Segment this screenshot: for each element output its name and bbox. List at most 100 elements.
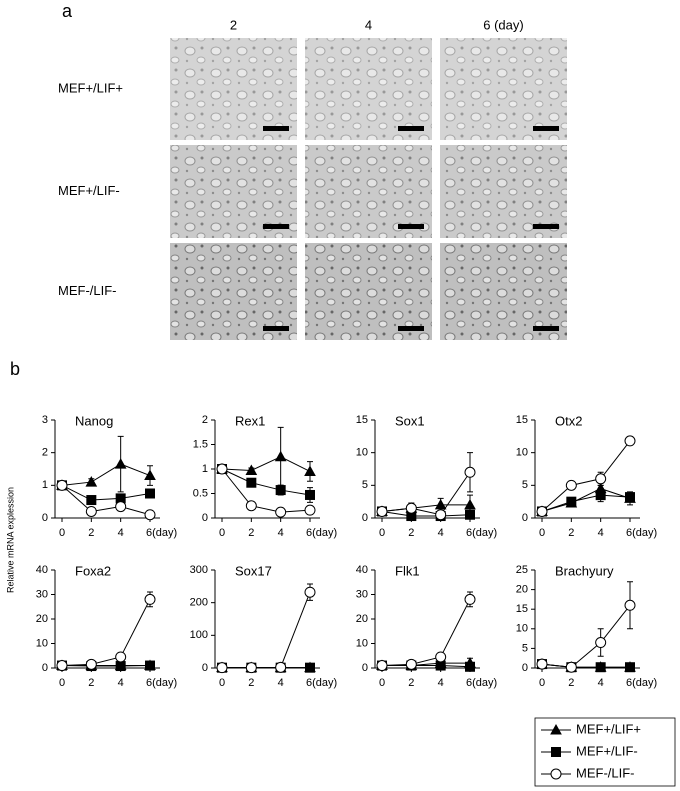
y-tick-label: 1	[42, 479, 48, 491]
marker	[405, 502, 417, 514]
y-tick-label: 3	[42, 414, 48, 426]
scale-bar	[533, 224, 559, 229]
x-tick-label: 2	[408, 677, 414, 689]
column-label: 4	[365, 17, 372, 32]
y-axis-label: Relative mRNA explession	[5, 487, 15, 593]
y-tick-label: 1.5	[193, 438, 208, 450]
marker	[625, 662, 635, 673]
y-tick-label: 5	[362, 479, 368, 491]
legend-marker	[550, 768, 562, 780]
marker	[85, 505, 97, 517]
y-tick-label: 5	[522, 479, 528, 491]
x-tick-label: 0	[379, 527, 385, 539]
column-label: 6 (day)	[483, 17, 523, 32]
x-tick-label: 6(day)	[146, 527, 177, 539]
marker	[245, 464, 258, 475]
legend-marker	[550, 723, 562, 735]
marker	[434, 498, 447, 510]
marker	[275, 661, 287, 673]
x-tick-label: 6(day)	[466, 527, 497, 539]
marker	[304, 465, 316, 476]
x-tick-label: 6(day)	[306, 527, 337, 539]
series-line	[541, 604, 631, 668]
marker	[595, 662, 606, 673]
x-tick-label: 6(day)	[146, 677, 177, 689]
chart: Sox1 0 5 10 15 0 2 4 6(day)	[356, 413, 497, 538]
micrograph	[305, 38, 432, 140]
series-line	[61, 484, 151, 516]
marker	[245, 500, 257, 512]
marker	[464, 466, 476, 478]
marker	[144, 469, 156, 481]
x-tick-label: 2	[568, 527, 574, 539]
micrograph	[170, 243, 297, 340]
micrograph	[440, 38, 567, 140]
x-tick-label: 6(day)	[466, 677, 497, 689]
x-tick-label: 2	[248, 677, 254, 689]
y-tick-label: 30	[36, 588, 48, 600]
marker	[86, 495, 97, 506]
marker	[536, 658, 548, 670]
micrograph	[440, 145, 567, 238]
marker	[145, 488, 155, 499]
marker	[85, 476, 98, 487]
chart: Rex1 0 0.5 1 1.5 2 0 2 4 6(day)	[193, 413, 337, 538]
chart-title: Brachyury	[555, 563, 614, 578]
legend: MEF+/LIF+ MEF+/LIF- MEF-/LIF-	[534, 717, 676, 787]
x-tick-label: 2	[88, 677, 94, 689]
y-tick-label: 30	[356, 588, 368, 600]
x-tick-label: 0	[59, 527, 65, 539]
y-tick-label: 40	[36, 564, 48, 576]
marker	[114, 458, 127, 469]
scale-bar	[533, 126, 559, 131]
y-tick-label: 10	[356, 637, 368, 649]
marker	[216, 463, 228, 475]
chart: Flk1 0 10 20 30 40 0 2 4 6(day)	[356, 563, 497, 688]
chart-title: Nanog	[75, 413, 113, 428]
series-line	[61, 463, 151, 486]
micrograph	[440, 243, 567, 340]
marker	[245, 662, 257, 674]
series-line	[382, 665, 471, 668]
x-tick-label: 6(day)	[626, 527, 657, 539]
marker	[144, 593, 156, 605]
y-tick-label: 0	[522, 662, 528, 674]
marker	[144, 509, 156, 521]
marker	[624, 435, 636, 447]
y-tick-label: 10	[36, 637, 48, 649]
marker	[464, 498, 476, 510]
marker	[565, 661, 577, 673]
marker	[376, 660, 388, 672]
legend-label: MEF-/LIF-	[576, 765, 635, 780]
marker	[595, 473, 607, 485]
scale-bar	[263, 126, 289, 131]
marker	[624, 599, 636, 611]
y-tick-label: 0	[42, 512, 48, 524]
y-tick-label: 20	[356, 613, 368, 625]
y-tick-label: 20	[36, 613, 48, 625]
marker	[275, 506, 287, 518]
y-tick-label: 10	[516, 623, 528, 635]
x-tick-label: 4	[118, 527, 124, 539]
scale-bar	[263, 224, 289, 229]
marker	[435, 651, 447, 663]
chart-title: Sox1	[395, 413, 425, 428]
marker	[565, 479, 577, 491]
row-label: MEF+/LIF-	[58, 183, 120, 198]
y-tick-label: 0	[362, 512, 368, 524]
y-tick-label: 25	[516, 564, 528, 576]
marker	[304, 504, 316, 516]
series-line	[221, 468, 311, 496]
y-tick-label: 40	[356, 564, 368, 576]
marker	[566, 496, 577, 507]
marker	[464, 593, 476, 605]
y-tick-label: 15	[356, 414, 368, 426]
x-tick-label: 6(day)	[306, 677, 337, 689]
marker	[246, 477, 257, 488]
marker	[305, 662, 315, 673]
marker	[304, 586, 316, 598]
panel-label: b	[10, 359, 20, 379]
legend-marker	[551, 747, 561, 757]
panel-label: a	[62, 1, 73, 21]
marker	[216, 662, 228, 674]
